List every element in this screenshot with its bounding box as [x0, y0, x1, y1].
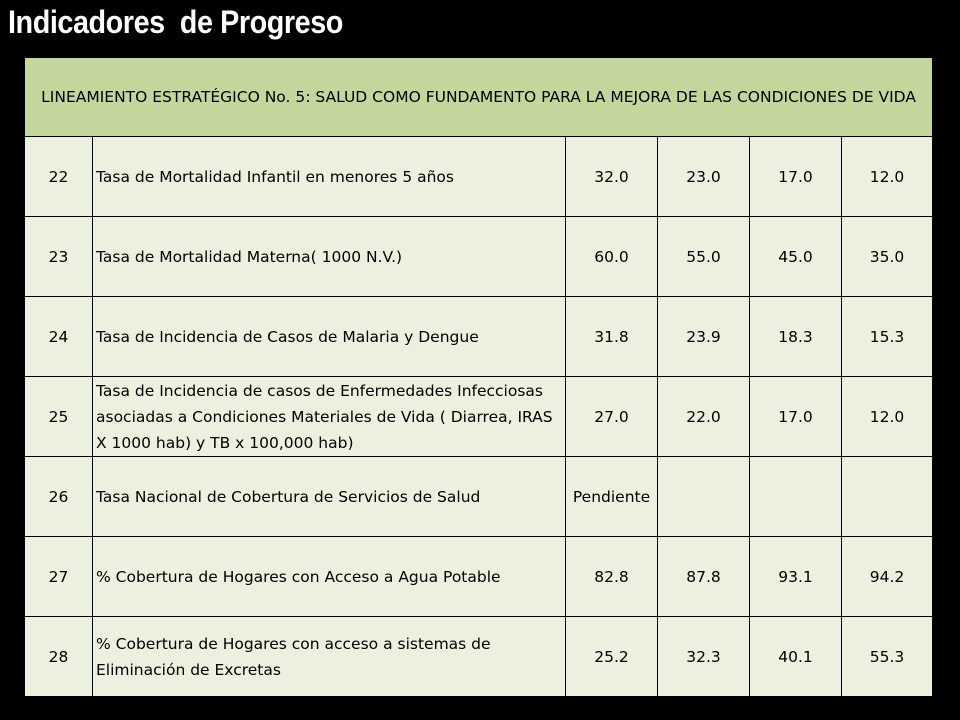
- row-description: % Cobertura de Hogares con Acceso a Agua…: [92, 536, 566, 617]
- row-value-2: 23.0: [657, 136, 750, 217]
- row-value-2: [657, 456, 750, 537]
- row-description: Tasa de Incidencia de Casos de Malaria y…: [92, 296, 566, 377]
- slide-title: Indicadores de Progreso: [8, 4, 343, 40]
- row-number: 27: [24, 536, 93, 617]
- table-header: LINEAMIENTO ESTRATÉGICO No. 5: SALUD COM…: [23, 57, 934, 137]
- row-number: 24: [24, 296, 93, 377]
- indicators-table: LINEAMIENTO ESTRATÉGICO No. 5: SALUD COM…: [23, 57, 934, 697]
- row-value-4: 15.3: [840, 296, 934, 377]
- table-row: 27 % Cobertura de Hogares con Acceso a A…: [24, 536, 934, 617]
- row-description: Tasa de Mortalidad Materna( 1000 N.V.): [92, 216, 566, 297]
- row-value-3: [749, 456, 842, 537]
- table-row: 28 % Cobertura de Hogares con acceso a s…: [24, 616, 934, 697]
- row-value-2: 23.9: [657, 296, 750, 377]
- row-value-1: 32.0: [565, 136, 658, 217]
- row-value-3: 40.1: [749, 616, 842, 697]
- row-number: 23: [24, 216, 93, 297]
- table-header-row: LINEAMIENTO ESTRATÉGICO No. 5: SALUD COM…: [23, 57, 934, 137]
- row-value-1: 25.2: [565, 616, 658, 697]
- row-number: 25: [24, 376, 93, 457]
- row-value-3: 17.0: [749, 376, 842, 457]
- table-row: 22 Tasa de Mortalidad Infantil en menore…: [24, 136, 934, 217]
- row-description: Tasa Nacional de Cobertura de Servicios …: [92, 456, 566, 537]
- row-value-1: Pendiente: [565, 456, 658, 537]
- row-number: 22: [24, 136, 93, 217]
- row-value-3: 45.0: [749, 216, 842, 297]
- row-value-2: 87.8: [657, 536, 750, 617]
- table-row: 24 Tasa de Incidencia de Casos de Malari…: [24, 296, 934, 377]
- row-value-1: 31.8: [565, 296, 658, 377]
- row-description: Tasa de Incidencia de casos de Enfermeda…: [92, 376, 566, 457]
- row-description: Tasa de Mortalidad Infantil en menores 5…: [92, 136, 566, 217]
- row-value-2: 22.0: [657, 376, 750, 457]
- row-value-1: 60.0: [565, 216, 658, 297]
- row-value-1: 27.0: [565, 376, 658, 457]
- row-value-3: 18.3: [749, 296, 842, 377]
- row-value-2: 32.3: [657, 616, 750, 697]
- row-value-3: 17.0: [749, 136, 842, 217]
- row-value-4: 55.3: [840, 616, 934, 697]
- row-value-2: 55.0: [657, 216, 750, 297]
- row-number: 26: [24, 456, 93, 537]
- row-value-3: 93.1: [749, 536, 842, 617]
- table-row: 26 Tasa Nacional de Cobertura de Servici…: [24, 456, 934, 537]
- row-value-4: 94.2: [840, 536, 934, 617]
- row-value-1: 82.8: [565, 536, 658, 617]
- row-number: 28: [24, 616, 93, 697]
- row-description: % Cobertura de Hogares con acceso a sist…: [92, 616, 566, 697]
- row-value-4: [840, 456, 934, 537]
- row-value-4: 12.0: [840, 376, 934, 457]
- row-value-4: 12.0: [840, 136, 934, 217]
- table-row: 25 Tasa de Incidencia de casos de Enferm…: [24, 376, 934, 457]
- table-row: 23 Tasa de Mortalidad Materna( 1000 N.V.…: [24, 216, 934, 297]
- row-value-4: 35.0: [840, 216, 934, 297]
